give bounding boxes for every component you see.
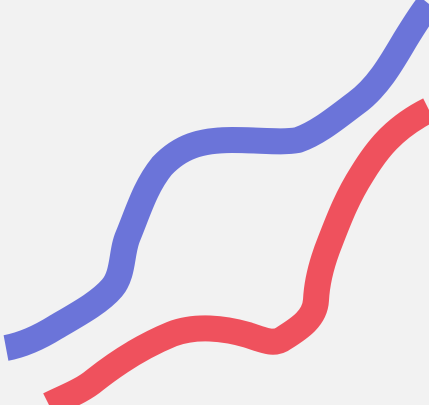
red-stroke <box>43 98 429 405</box>
blue-stroke <box>3 0 429 361</box>
